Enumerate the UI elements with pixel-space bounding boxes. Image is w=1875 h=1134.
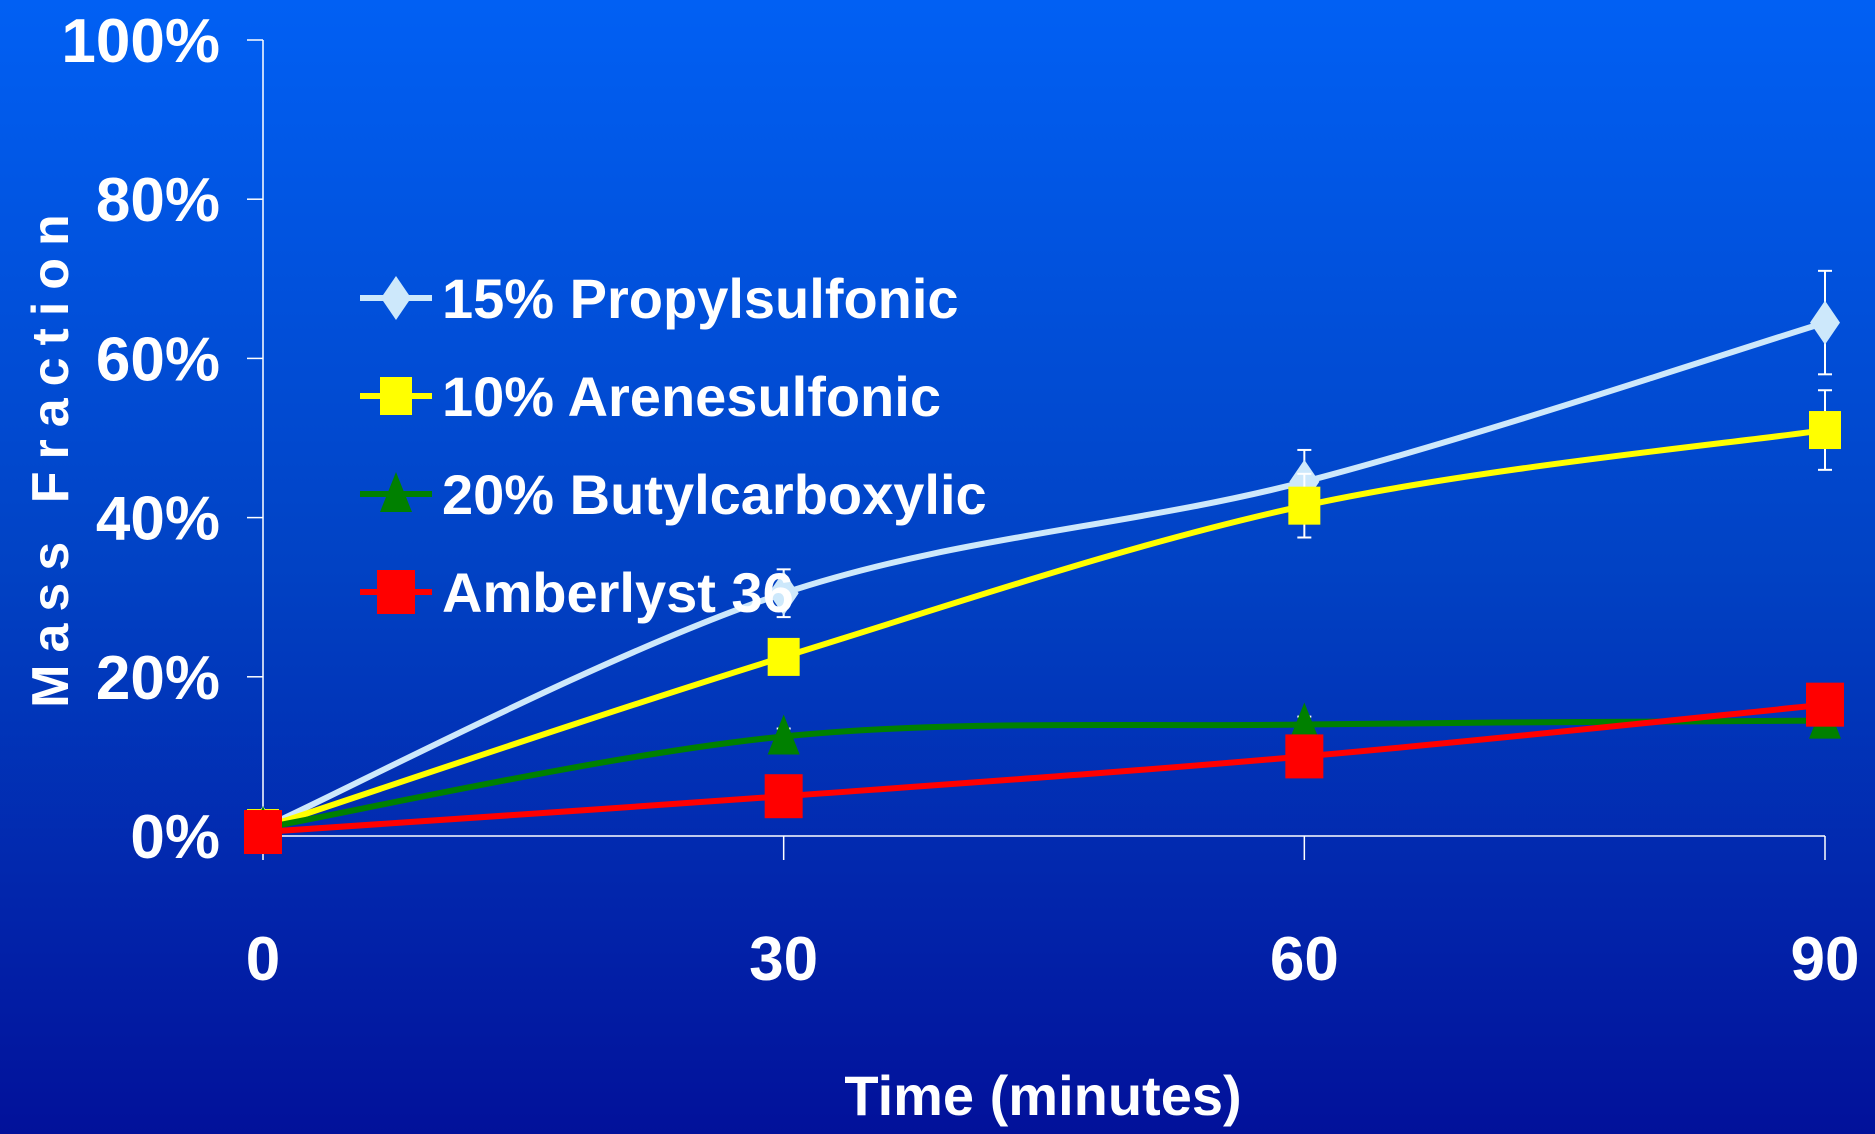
y-axis-title: Mass Fraction [22,202,80,708]
legend-label: 10% Arenesulfonic [442,365,941,428]
legend-marker [377,570,415,614]
axes [247,39,1826,860]
y-tick-label: 60% [96,325,220,394]
legend-marker [381,276,411,320]
x-axis-title: Time (minutes) [844,1064,1241,1127]
data-point [1285,734,1324,779]
data-point [1809,411,1841,450]
data-point [1810,300,1840,345]
data-point [1288,702,1321,743]
data-point [244,810,282,855]
legend-item: 15% Propylsulfonic [360,267,959,330]
x-tick-labels: 0 30 60 90 [246,925,1860,994]
legend: 15% Propylsulfonic 10% Arenesulfonic 20% B… [360,267,987,624]
data-point [767,714,800,755]
x-tick-label: 0 [246,925,280,994]
data-point [1806,682,1844,727]
y-tick-label: 0% [130,803,220,872]
legend-marker [380,472,412,512]
x-tick-label: 30 [749,925,818,994]
x-tick-label: 60 [1270,925,1339,994]
y-tick-label: 80% [96,166,220,235]
data-point [1288,486,1321,525]
legend-item: 20% Butylcarboxylic [360,463,987,526]
y-tick-label: 20% [96,644,220,713]
series-line [262,717,1826,831]
y-tick-label: 40% [96,485,220,554]
series-line [261,319,1826,831]
series-4 [244,682,1844,855]
data-point [768,571,799,616]
series-line [262,701,1826,836]
data-point [764,774,803,819]
series-layer [244,269,1844,855]
y-tick-labels: 0% 20% 40% 60% 80% 100% [61,7,220,872]
legend-label: 15% Propylsulfonic [442,267,959,330]
x-tick-label: 90 [1791,925,1860,994]
legend-label: Amberlyst 36 [442,561,794,624]
series-line [262,427,1826,831]
legend-marker [380,377,412,415]
data-point [767,637,800,676]
y-tick-label: 100% [61,7,220,76]
legend-item: 10% Arenesulfonic [360,365,941,428]
legend-label: 20% Butylcarboxylic [442,463,987,526]
legend-item: Amberlyst 36 [360,561,794,624]
